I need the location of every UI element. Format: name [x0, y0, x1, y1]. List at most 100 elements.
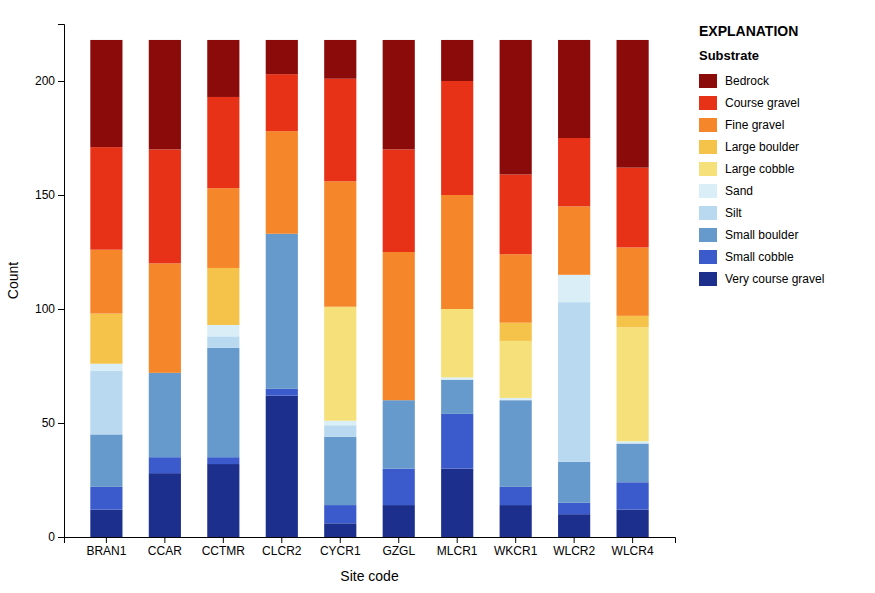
tick: 150	[35, 188, 64, 202]
bar-segment	[617, 444, 649, 483]
legend-swatch	[699, 96, 717, 110]
legend-label: Small cobble	[725, 250, 794, 264]
tick: CLCR2	[262, 537, 302, 558]
tick-label: WLCR2	[553, 544, 595, 558]
tick-label: 200	[35, 74, 55, 88]
legend-swatch	[699, 140, 717, 154]
legend-swatch	[699, 74, 717, 88]
tick: WLCR2	[553, 537, 595, 558]
x-axis-title: Site code	[340, 568, 399, 584]
bar-segment	[383, 469, 415, 505]
bar-segment	[383, 149, 415, 252]
bar-segment	[441, 414, 473, 469]
bar-segment	[90, 487, 122, 510]
bar-segment	[207, 325, 239, 336]
legend-swatch	[699, 162, 717, 176]
bar-segment	[149, 149, 181, 263]
bar-segment	[90, 147, 122, 250]
tick: MLCR1	[437, 537, 478, 558]
bar-segment	[207, 464, 239, 537]
bar-segment	[500, 400, 532, 487]
legend-item: Small cobble	[699, 250, 794, 264]
bar-segment	[383, 400, 415, 468]
bar-segment	[500, 341, 532, 398]
bar-segment	[617, 441, 649, 443]
legend-item: Very course gravel	[699, 272, 824, 286]
bar-segment	[500, 505, 532, 537]
bar-segment	[90, 250, 122, 314]
bar-segment	[207, 40, 239, 97]
tick-mark	[281, 537, 282, 543]
tick: 50	[42, 416, 64, 430]
legend-label: Fine gravel	[725, 118, 784, 132]
y-axis: 050100150200	[35, 25, 65, 545]
tick-label: 150	[35, 188, 55, 202]
axis-line	[58, 25, 65, 538]
tick-label: 50	[42, 416, 56, 430]
bar-segment	[266, 234, 298, 389]
bar-segment	[149, 263, 181, 372]
bar-segment	[90, 314, 122, 364]
bar-segment	[207, 188, 239, 268]
bar-segment	[617, 40, 649, 168]
legend-item: Course gravel	[699, 96, 800, 110]
tick-label: 0	[48, 530, 55, 544]
tick: WLCR4	[612, 537, 654, 558]
legend-label: Bedrock	[725, 74, 770, 88]
tick: WKCR1	[494, 537, 538, 558]
bars	[90, 40, 648, 537]
legend-title: EXPLANATION	[699, 23, 798, 39]
bar-segment	[266, 131, 298, 234]
bar-segment	[207, 336, 239, 347]
bar-segment	[149, 473, 181, 537]
legend-item: Silt	[699, 206, 742, 220]
tick-mark	[632, 537, 633, 543]
bar-segment	[149, 40, 181, 149]
bar-segment	[617, 247, 649, 315]
bar-segment	[558, 302, 590, 462]
bar-segment	[324, 505, 356, 523]
bar-segment	[441, 377, 473, 379]
series	[90, 131, 648, 400]
bar-segment	[500, 487, 532, 505]
bar-segment	[558, 138, 590, 206]
bar-segment	[207, 97, 239, 188]
bar-segment	[558, 275, 590, 302]
legend-item: Small boulder	[699, 228, 798, 242]
axis-line	[65, 538, 676, 544]
bar-segment	[207, 348, 239, 457]
bar-segment	[441, 380, 473, 414]
bar-segment	[324, 523, 356, 537]
legend-label: Large cobble	[725, 162, 795, 176]
legend-label: Sand	[725, 184, 753, 198]
tick: 200	[35, 74, 64, 88]
bar-segment	[500, 254, 532, 322]
tick: 0	[48, 530, 64, 544]
tick-mark	[574, 537, 575, 543]
legend-swatch	[699, 228, 717, 242]
legend-item: Large cobble	[699, 162, 795, 176]
tick: CYCR1	[320, 537, 361, 558]
series	[90, 40, 648, 175]
bar-segment	[558, 503, 590, 514]
tick: GZGL	[382, 537, 415, 558]
bar-segment	[617, 510, 649, 537]
tick-label: WKCR1	[494, 544, 538, 558]
bar-segment	[266, 396, 298, 537]
bar-segment	[383, 40, 415, 149]
tick-mark	[457, 537, 458, 543]
legend-label: Small boulder	[725, 228, 798, 242]
bar-segment	[558, 206, 590, 274]
bar-segment	[90, 40, 122, 147]
legend-swatch	[699, 250, 717, 264]
tick-mark	[340, 537, 341, 543]
tick-label: CYCR1	[320, 544, 361, 558]
bar-segment	[500, 174, 532, 254]
bar-segment	[266, 74, 298, 131]
bar-segment	[617, 316, 649, 327]
legend-swatch	[699, 118, 717, 132]
bar-segment	[617, 327, 649, 441]
tick-mark	[58, 537, 64, 538]
tick-label: CLCR2	[262, 544, 302, 558]
tick-mark	[58, 423, 64, 424]
